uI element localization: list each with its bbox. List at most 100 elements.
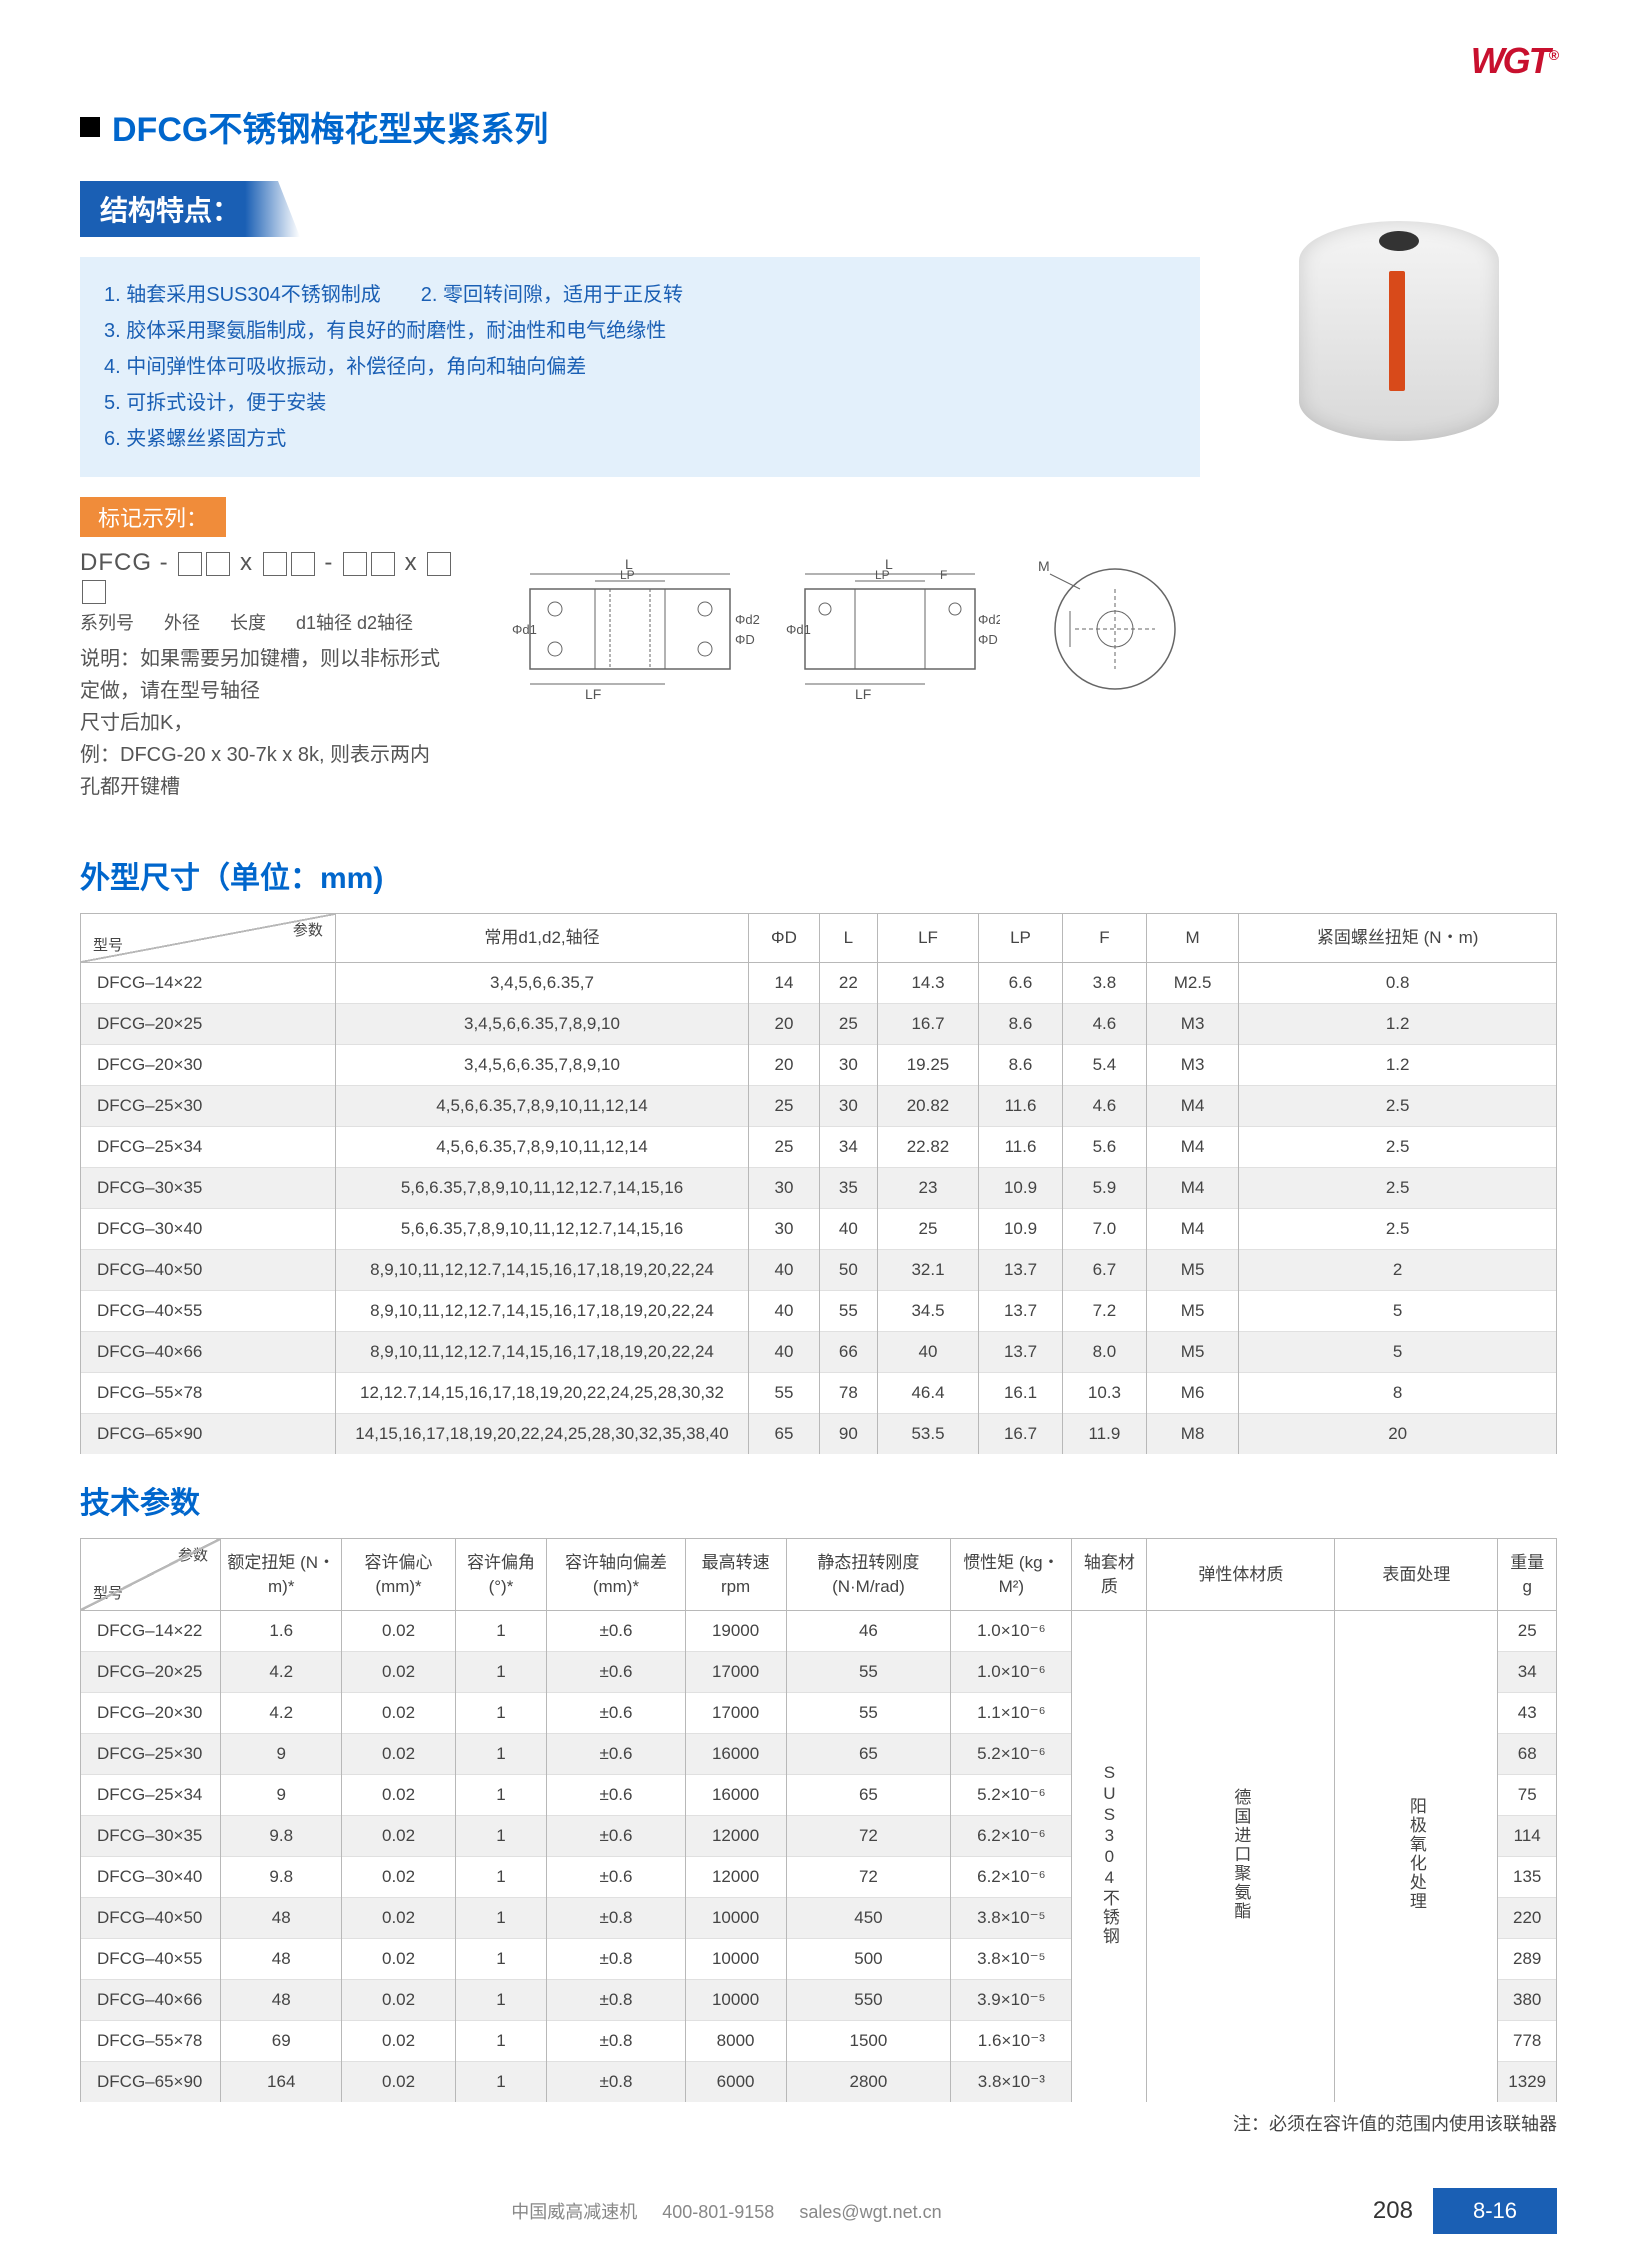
table-cell: DFCG–30×35 bbox=[81, 1167, 336, 1208]
table-row: DFCG–25×304,5,6,6.35,7,8,9,10,11,12,1425… bbox=[81, 1085, 1557, 1126]
table-cell: 10.3 bbox=[1062, 1372, 1146, 1413]
table-cell: 25 bbox=[749, 1085, 820, 1126]
table-cell: 90 bbox=[819, 1413, 877, 1454]
table-cell: 9.8 bbox=[221, 1816, 342, 1857]
table-cell: DFCG–55×78 bbox=[81, 2021, 221, 2062]
table-cell: 1.2 bbox=[1239, 1044, 1557, 1085]
table-cell: 3.9×10⁻⁵ bbox=[951, 1980, 1072, 2021]
table-cell: 0.02 bbox=[342, 1857, 455, 1898]
table-cell: 450 bbox=[786, 1898, 951, 1939]
table-cell: 3.8×10⁻³ bbox=[951, 2062, 1072, 2103]
col-header: LF bbox=[877, 914, 978, 963]
table-cell: 78 bbox=[819, 1372, 877, 1413]
table-cell: 23 bbox=[877, 1167, 978, 1208]
table-cell: 5.2×10⁻⁶ bbox=[951, 1775, 1072, 1816]
table-cell: 55 bbox=[819, 1290, 877, 1331]
table-cell: 10000 bbox=[685, 1939, 786, 1980]
table-cell: 550 bbox=[786, 1980, 951, 2021]
table-cell: 1 bbox=[455, 1980, 547, 2021]
table-cell: 778 bbox=[1498, 2021, 1557, 2062]
table-cell-merged: SUS304不锈钢 bbox=[1072, 1611, 1147, 2103]
page-number: 208 bbox=[1373, 2197, 1413, 2225]
table-cell: 1.0×10⁻⁶ bbox=[951, 1611, 1072, 1652]
table-cell: ±0.6 bbox=[547, 1693, 685, 1734]
table-cell: 2800 bbox=[786, 2062, 951, 2103]
table-cell: 25 bbox=[749, 1126, 820, 1167]
table-cell: M5 bbox=[1146, 1331, 1238, 1372]
col-header: LP bbox=[979, 914, 1063, 963]
table-cell: 5.6 bbox=[1062, 1126, 1146, 1167]
table-row: DFCG–20×253,4,5,6,6.35,7,8,9,10202516.78… bbox=[81, 1003, 1557, 1044]
table-cell: 20 bbox=[1239, 1413, 1557, 1454]
table-cell: 289 bbox=[1498, 1939, 1557, 1980]
feature-box: 1. 轴套采用SUS304不锈钢制成 2. 零回转间隙，适用于正反转 3. 胶体… bbox=[80, 257, 1200, 477]
table-row: DFCG–40×558,9,10,11,12,12.7,14,15,16,17,… bbox=[81, 1290, 1557, 1331]
table-cell: 34 bbox=[1498, 1652, 1557, 1693]
table-corner: 参数 型号 bbox=[81, 914, 336, 963]
table-cell: 1.6 bbox=[221, 1611, 342, 1652]
table-cell: 5.4 bbox=[1062, 1044, 1146, 1085]
brand-logo: WGT® bbox=[80, 40, 1557, 82]
table-cell: 14,15,16,17,18,19,20,22,24,25,28,30,32,3… bbox=[335, 1413, 748, 1454]
table-cell: 12000 bbox=[685, 1816, 786, 1857]
svg-text:Φd1: Φd1 bbox=[512, 622, 537, 637]
table-cell: M8 bbox=[1146, 1413, 1238, 1454]
table-cell: 4.6 bbox=[1062, 1003, 1146, 1044]
table-cell: ±0.6 bbox=[547, 1775, 685, 1816]
table-cell: 1 bbox=[455, 1816, 547, 1857]
col-header: 紧固螺丝扭矩 (N・m) bbox=[1239, 914, 1557, 963]
table-cell: DFCG–30×35 bbox=[81, 1816, 221, 1857]
table-cell: 3.8 bbox=[1062, 962, 1146, 1003]
table-cell: 2.5 bbox=[1239, 1167, 1557, 1208]
table-cell: 5.2×10⁻⁶ bbox=[951, 1734, 1072, 1775]
table-cell: 2 bbox=[1239, 1249, 1557, 1290]
table-cell: 13.7 bbox=[979, 1249, 1063, 1290]
table-cell: ±0.6 bbox=[547, 1611, 685, 1652]
svg-text:LF: LF bbox=[585, 686, 601, 702]
marking-desc: 说明：如果需要另加键槽，则以非标形式 定做，请在型号轴径 尺寸后加K， 例：DF… bbox=[80, 643, 480, 803]
table-cell: 1 bbox=[455, 1939, 547, 1980]
table-cell: 0.02 bbox=[342, 1939, 455, 1980]
table-cell: 19000 bbox=[685, 1611, 786, 1652]
table-cell: 11.9 bbox=[1062, 1413, 1146, 1454]
table-cell: 6000 bbox=[685, 2062, 786, 2103]
col-header: M bbox=[1146, 914, 1238, 963]
marking-code: DFCG - x - x bbox=[80, 549, 480, 605]
table-cell: DFCG–14×22 bbox=[81, 1611, 221, 1652]
table-cell: M5 bbox=[1146, 1290, 1238, 1331]
table-cell: 0.02 bbox=[342, 2062, 455, 2103]
table-cell: 220 bbox=[1498, 1898, 1557, 1939]
table-cell: 8.0 bbox=[1062, 1331, 1146, 1372]
table-cell: 8.6 bbox=[979, 1044, 1063, 1085]
table-cell: 65 bbox=[786, 1734, 951, 1775]
table-cell: 3,4,5,6,6.35,7 bbox=[335, 962, 748, 1003]
table-cell: 9.8 bbox=[221, 1857, 342, 1898]
table-cell: 22 bbox=[819, 962, 877, 1003]
table-cell: 53.5 bbox=[877, 1413, 978, 1454]
table-cell: 32.1 bbox=[877, 1249, 978, 1290]
table-row: DFCG–14×221.60.021±0.619000461.0×10⁻⁶SUS… bbox=[81, 1611, 1557, 1652]
table-cell: DFCG–25×30 bbox=[81, 1734, 221, 1775]
table-cell: 16.7 bbox=[877, 1003, 978, 1044]
table-cell: 65 bbox=[786, 1775, 951, 1816]
table-cell: DFCG–25×34 bbox=[81, 1126, 336, 1167]
col-header: 容许偏心 (mm)* bbox=[342, 1538, 455, 1611]
table-cell: 8,9,10,11,12,12.7,14,15,16,17,18,19,20,2… bbox=[335, 1290, 748, 1331]
table-cell: 17000 bbox=[685, 1693, 786, 1734]
table-cell: 380 bbox=[1498, 1980, 1557, 2021]
table-cell: 50 bbox=[819, 1249, 877, 1290]
table-cell: 30 bbox=[749, 1208, 820, 1249]
table-cell: 12000 bbox=[685, 1857, 786, 1898]
table-cell: 4,5,6,6.35,7,8,9,10,11,12,14 bbox=[335, 1085, 748, 1126]
table-cell-merged: 德国进口聚氨酯 bbox=[1147, 1611, 1335, 2103]
table-cell: 1 bbox=[455, 1898, 547, 1939]
table-cell: 13.7 bbox=[979, 1290, 1063, 1331]
dims-table: 参数 型号 常用d1,d2,轴径 ΦD L LF LP F M 紧固螺丝扭矩 (… bbox=[80, 913, 1557, 1454]
table-cell: DFCG–25×34 bbox=[81, 1775, 221, 1816]
table-cell: 40 bbox=[749, 1290, 820, 1331]
table-row: DFCG–30×355,6,6.35,7,8,9,10,11,12,12.7,1… bbox=[81, 1167, 1557, 1208]
table-cell: DFCG–40×66 bbox=[81, 1980, 221, 2021]
table-cell: ±0.6 bbox=[547, 1734, 685, 1775]
table-cell: 1 bbox=[455, 1611, 547, 1652]
svg-text:Φd1: Φd1 bbox=[786, 622, 811, 637]
